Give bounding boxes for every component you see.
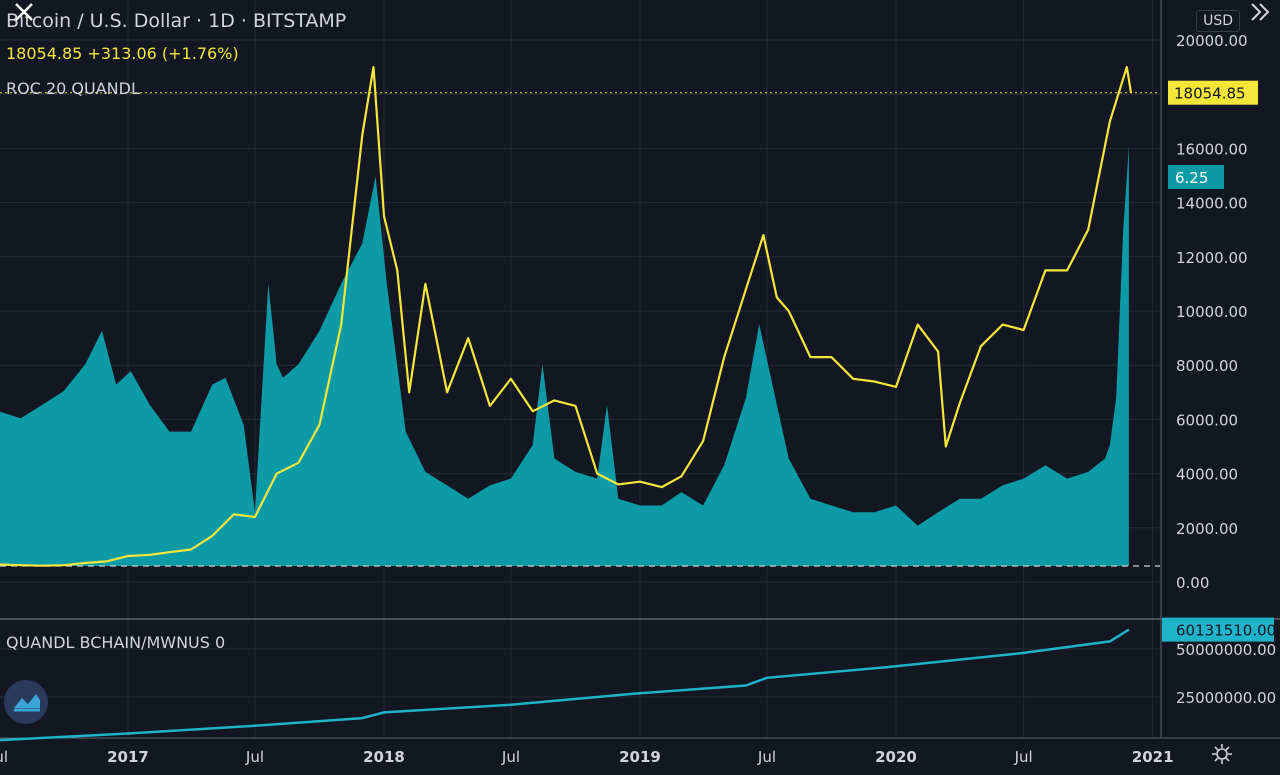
x-tick-label: Jul: [757, 748, 776, 766]
roc-indicator-label[interactable]: ROC 20 QUANDL: [6, 79, 140, 98]
currency-button[interactable]: USD: [1196, 10, 1240, 32]
mw-line: [0, 628, 1130, 742]
last-price-badge: [1168, 80, 1258, 105]
roc-value-badge: [1168, 165, 1224, 189]
y-tick-label: 4000.00: [1176, 466, 1238, 484]
y-tick-label: 10000.00: [1176, 303, 1248, 321]
y-tick-label: 8000.00: [1176, 357, 1238, 375]
x-tick-label: 2017: [107, 748, 149, 766]
x-tick-label: 2020: [875, 748, 917, 766]
y-tick-label: 20000.00: [1176, 32, 1248, 50]
mw-y-tick-label: 25000000.00: [1176, 689, 1276, 707]
price-change-readout: 18054.85 +313.06 (+1.76%): [6, 44, 239, 63]
x-tick-label: Jul: [0, 748, 8, 766]
mw-indicator-label[interactable]: QUANDL BCHAIN/MWNUS 0: [6, 633, 226, 652]
chart-title: Bitcoin / U.S. Dollar · 1D · BITSTAMP: [6, 10, 347, 32]
x-tick-label: Jul: [1014, 748, 1033, 766]
x-tick-label: 2019: [619, 748, 661, 766]
gear-icon[interactable]: [1210, 742, 1234, 766]
y-tick-label: 16000.00: [1176, 140, 1248, 158]
last-price-label: 18054.85: [1174, 85, 1246, 103]
close-icon[interactable]: [10, 0, 38, 28]
axis-layer: 0.00 2000.00 4000.00 6000.00 8000.00 10000.00…: [0, 32, 1276, 766]
x-tick-label: 2021: [1132, 748, 1174, 766]
mw-value-label: 60131510.00: [1176, 622, 1276, 640]
roc-area: [0, 146, 1129, 566]
x-tick-label: Jul: [245, 748, 264, 766]
y-tick-label: 0.00: [1176, 574, 1209, 592]
y-tick-label: 2000.00: [1176, 520, 1238, 538]
roc-value-label: 6.25: [1175, 169, 1208, 187]
price-line-layer: [0, 65, 1160, 567]
mw-y-tick-label: 50000000.00: [1176, 641, 1276, 659]
y-tick-label: 6000.00: [1176, 411, 1238, 429]
grid-layer: [0, 0, 1280, 739]
x-tick-label: Jul: [501, 748, 520, 766]
roc-area-layer: [0, 146, 1160, 567]
mw-value-badge: [1162, 617, 1274, 642]
double-chevron-right-icon[interactable]: [1246, 0, 1274, 28]
y-tick-label: 14000.00: [1176, 195, 1248, 213]
mw-line-layer: [0, 628, 1130, 742]
tradingview-logo-icon[interactable]: [4, 680, 48, 724]
y-tick-label: 12000.00: [1176, 249, 1248, 267]
price-line: [0, 65, 1133, 567]
x-tick-label: 2018: [363, 748, 405, 766]
